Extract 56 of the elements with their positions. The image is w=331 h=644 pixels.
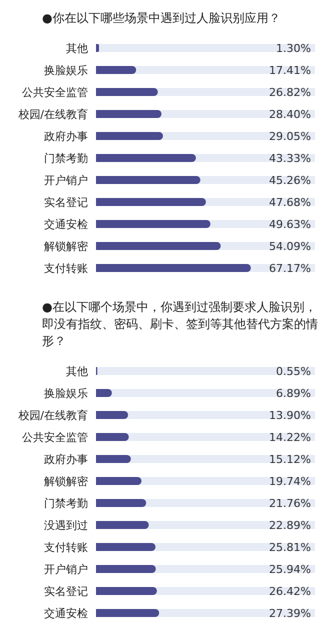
y-tick-label: 交通安检: [44, 606, 88, 620]
data-label: 43.33%: [269, 152, 311, 165]
y-tick-label: 交通安检: [44, 218, 88, 231]
bar: [96, 411, 128, 419]
y-tick-label: 公共安全监管: [22, 430, 88, 444]
data-label: 28.40%: [269, 108, 311, 121]
data-label: 21.76%: [269, 496, 311, 510]
data-label: 49.63%: [269, 218, 311, 231]
y-tick-label: 开户销户: [44, 562, 88, 576]
y-tick-label: 其他: [66, 42, 88, 55]
y-tick-label: 解锁解密: [44, 240, 88, 253]
bar: [96, 433, 129, 441]
data-label: 17.41%: [269, 64, 311, 77]
bar: [96, 477, 142, 485]
data-label: 15.12%: [269, 452, 311, 466]
chart-title: ●在以下哪个场景中，你遇到过强制要求人脸识别，即没有指纹、密码、刷卡、签到等其他替代方案的情形？: [41, 299, 319, 350]
bar: [96, 66, 136, 74]
data-label: 67.17%: [269, 262, 311, 275]
y-tick-label: 实名登记: [44, 584, 88, 598]
y-tick-label: 公共安全监管: [22, 86, 88, 99]
y-tick-label: 支付转账: [44, 262, 88, 275]
bar: [96, 455, 131, 463]
y-tick-label: 政府办事: [44, 130, 88, 143]
y-tick-label: 校园/在线教育: [17, 108, 88, 121]
y-tick-label: 门禁考勤: [44, 496, 88, 510]
y-tick-label: 没遇到过: [44, 518, 88, 532]
chart-title: ●你在以下哪些场景中遇到过人脸识别应用？: [41, 10, 282, 27]
data-label: 26.82%: [269, 86, 311, 99]
data-label: 54.09%: [269, 240, 311, 253]
data-label: 29.05%: [269, 130, 311, 143]
data-label: 22.89%: [269, 518, 311, 532]
bar: [96, 499, 146, 507]
data-label: 25.94%: [269, 562, 311, 576]
data-label: 1.30%: [276, 42, 311, 55]
y-tick-label: 解锁解密: [44, 474, 88, 488]
data-label: 13.90%: [269, 408, 311, 422]
data-label: 26.42%: [269, 584, 311, 598]
y-tick-label: 开户销户: [44, 174, 88, 187]
bar: [96, 521, 149, 529]
y-tick-label: 实名登记: [44, 196, 88, 209]
y-tick-label: 政府办事: [44, 452, 88, 466]
data-label: 47.68%: [269, 196, 311, 209]
bar: [96, 389, 112, 397]
data-label: 27.39%: [269, 606, 311, 620]
y-tick-label: 支付转账: [44, 540, 88, 554]
y-tick-label: 换脸娱乐: [44, 64, 88, 77]
y-tick-label: 门禁考勤: [44, 152, 88, 165]
data-label: 0.55%: [276, 364, 311, 378]
y-tick-label: 其他: [66, 364, 88, 378]
data-label: 14.22%: [269, 430, 311, 444]
y-tick-label: 校园/在线教育: [17, 408, 88, 422]
data-label: 19.74%: [269, 474, 311, 488]
y-tick-label: 换脸娱乐: [44, 386, 88, 400]
data-label: 25.81%: [269, 540, 311, 554]
data-label: 6.89%: [276, 386, 311, 400]
data-label: 45.26%: [269, 174, 311, 187]
